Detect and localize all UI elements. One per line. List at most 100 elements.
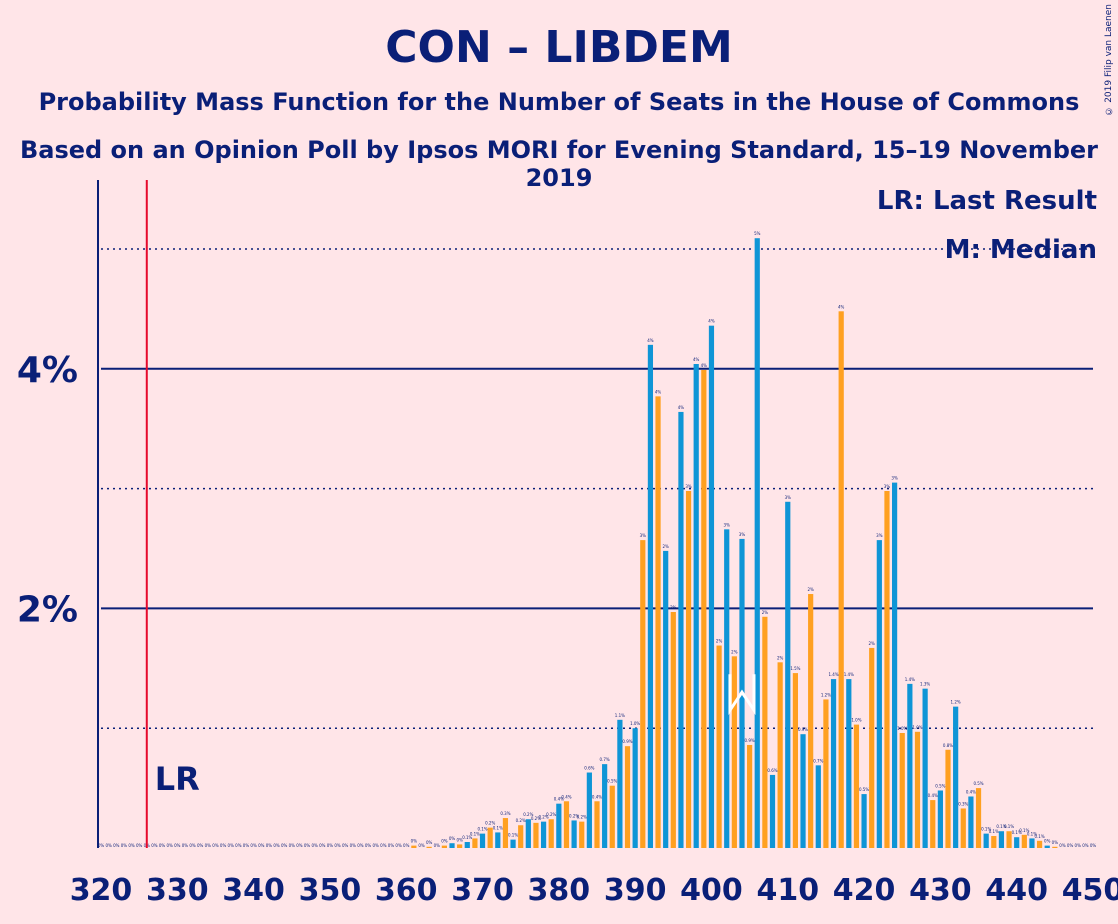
bar-value-label: 0.4% bbox=[928, 793, 938, 798]
zero-label: 0% bbox=[327, 843, 334, 848]
zero-label: 0% bbox=[174, 843, 181, 848]
bar bbox=[602, 764, 608, 848]
bar bbox=[800, 734, 806, 848]
x-tick-label: 430 bbox=[909, 873, 972, 908]
bar bbox=[892, 482, 898, 848]
bar-value-label: 0.4% bbox=[561, 794, 571, 799]
bar bbox=[563, 801, 570, 848]
bar-value-label: 1.4% bbox=[844, 672, 854, 677]
bar-value-label: 0.1% bbox=[981, 827, 991, 832]
bar bbox=[479, 833, 486, 848]
zero-label: 0% bbox=[1082, 843, 1089, 848]
bar bbox=[769, 774, 776, 848]
bar bbox=[907, 683, 913, 848]
zero-label: 0% bbox=[365, 843, 372, 848]
bar bbox=[930, 800, 936, 848]
bar bbox=[937, 790, 943, 848]
bar bbox=[884, 490, 890, 848]
bar-value-label: 4% bbox=[655, 389, 662, 394]
bar bbox=[510, 839, 516, 848]
bar-value-label: 0.2% bbox=[516, 818, 526, 823]
zero-label: 0% bbox=[380, 843, 387, 848]
bar bbox=[1044, 845, 1050, 848]
bar-value-label: 4% bbox=[678, 405, 685, 410]
bar-value-label: 3% bbox=[876, 533, 883, 538]
bar bbox=[655, 396, 661, 848]
zero-label: 0% bbox=[334, 843, 341, 848]
bar-value-label: 0% bbox=[1052, 840, 1059, 845]
bar-value-label: 0.1% bbox=[1012, 830, 1022, 835]
bar-value-label: 3% bbox=[785, 495, 792, 500]
zero-label: 0% bbox=[136, 843, 143, 848]
x-tick-label: 390 bbox=[604, 873, 667, 908]
bar bbox=[502, 818, 509, 848]
bar-value-label: 1.2% bbox=[951, 700, 961, 705]
bar-value-label: 5% bbox=[754, 231, 761, 236]
bar-value-label: 0.1% bbox=[1027, 831, 1037, 836]
bar-value-label: 0.2% bbox=[531, 816, 541, 821]
legend-median: M: Median bbox=[945, 235, 1097, 265]
bar-value-label: 0.1% bbox=[477, 827, 487, 832]
bar bbox=[617, 719, 623, 848]
bar bbox=[823, 699, 829, 848]
bar-value-label: 0% bbox=[411, 839, 418, 844]
bar-value-label: 0.6% bbox=[584, 766, 594, 771]
bar-value-label: 2% bbox=[731, 649, 738, 654]
zero-label: 0% bbox=[1075, 843, 1082, 848]
x-tick-label: 420 bbox=[833, 873, 896, 908]
bar-value-label: 0.9% bbox=[798, 727, 808, 732]
bar bbox=[594, 801, 600, 848]
x-tick-label: 330 bbox=[146, 873, 209, 908]
bar-value-label: 0% bbox=[449, 836, 456, 841]
bar-value-label: 0.9% bbox=[622, 739, 632, 744]
bar bbox=[457, 844, 463, 848]
bar bbox=[441, 845, 447, 848]
zero-label: 0% bbox=[205, 843, 212, 848]
bar bbox=[685, 490, 692, 848]
bar-value-label: 1.2% bbox=[821, 692, 831, 697]
zero-label: 0% bbox=[159, 843, 166, 848]
zero-label: 0% bbox=[281, 843, 288, 848]
zero-label: 0% bbox=[342, 843, 349, 848]
bar-value-label: 0.7% bbox=[813, 758, 823, 763]
bar-value-label: 0.2% bbox=[577, 815, 587, 820]
zero-label: 0% bbox=[403, 843, 410, 848]
bar bbox=[922, 688, 928, 848]
legend-last-result: LR: Last Result bbox=[877, 186, 1097, 216]
bar bbox=[426, 846, 432, 848]
bar bbox=[838, 311, 844, 848]
bar-value-label: 1.0% bbox=[912, 725, 922, 730]
bar-value-label: 0.5% bbox=[607, 779, 617, 784]
bar-value-label: 0.1% bbox=[1004, 824, 1014, 829]
zero-label: 0% bbox=[289, 843, 296, 848]
x-tick-label: 400 bbox=[680, 873, 743, 908]
y-tick-label: 4% bbox=[17, 350, 78, 391]
bar bbox=[495, 832, 501, 848]
zero-label: 0% bbox=[121, 843, 128, 848]
bar bbox=[708, 325, 715, 848]
bar bbox=[983, 833, 989, 848]
bar-value-label: 1.0% bbox=[897, 726, 907, 731]
bar bbox=[640, 540, 646, 848]
chart-title: CON – LIBDEM bbox=[385, 22, 733, 73]
bar-value-label: 4% bbox=[701, 363, 708, 368]
zero-label: 0% bbox=[350, 843, 357, 848]
chart-subtitle: Probability Mass Function for the Number… bbox=[38, 88, 1080, 116]
bar-value-label: 3% bbox=[640, 533, 647, 538]
bar-value-label: 0.1% bbox=[1019, 828, 1029, 833]
bar bbox=[571, 820, 577, 848]
bar bbox=[792, 673, 798, 848]
bar-value-label: 2% bbox=[662, 544, 669, 549]
bar-value-label: 1.5% bbox=[790, 666, 800, 671]
bar-value-label: 0.1% bbox=[508, 833, 518, 838]
zero-label: 0% bbox=[128, 843, 135, 848]
zero-label: 0% bbox=[418, 843, 425, 848]
bar bbox=[914, 731, 921, 848]
bar bbox=[518, 825, 524, 848]
bar bbox=[693, 364, 699, 848]
zero-label: 0% bbox=[212, 843, 219, 848]
bar bbox=[1021, 834, 1027, 848]
bar bbox=[876, 540, 882, 848]
bar-value-label: 1.0% bbox=[630, 721, 640, 726]
bar-value-label: 4% bbox=[838, 304, 845, 309]
